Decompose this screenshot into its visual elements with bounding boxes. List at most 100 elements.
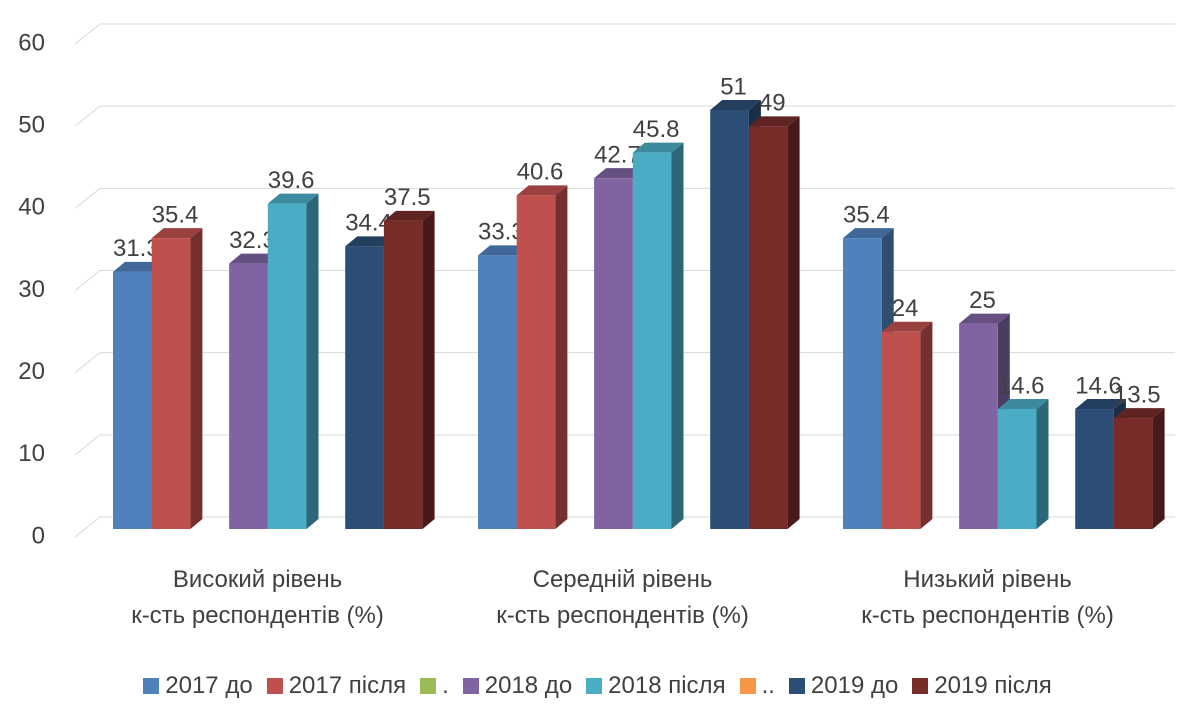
grid-line — [74, 105, 1175, 127]
grid-line — [74, 270, 1175, 291]
bar-side — [422, 210, 435, 529]
bar — [959, 323, 998, 529]
bar-side — [1036, 399, 1049, 529]
data-label: 51 — [720, 73, 747, 100]
bar-top — [229, 253, 280, 264]
legend-swatch — [462, 678, 479, 694]
data-label: 39.6 — [268, 167, 315, 194]
bar-top — [594, 168, 645, 179]
legend-item: . — [420, 672, 449, 700]
bar — [229, 263, 268, 529]
legend-item: 2018 після — [586, 672, 726, 700]
legend-label: 2017 після — [288, 672, 407, 699]
bar-top — [151, 228, 203, 239]
bar — [632, 152, 672, 529]
bar-side — [555, 185, 568, 530]
y-tick-label: 60 — [18, 29, 45, 56]
legend-item: 2019 до — [788, 672, 899, 700]
y-tick-label: 50 — [18, 112, 45, 139]
legend-swatch — [788, 678, 805, 694]
data-label: 24 — [892, 295, 919, 322]
bar — [267, 203, 307, 529]
legend-swatch — [266, 678, 283, 694]
legend-swatch — [739, 678, 756, 694]
legend-swatch — [420, 678, 437, 694]
bar-top — [1075, 399, 1126, 410]
bar — [881, 331, 921, 529]
legend-label: 2017 до — [165, 672, 253, 699]
legend-label: 2018 після — [608, 672, 726, 699]
legend: 2017 до 2017 після. 2018 до 2018 після.. 201… — [0, 672, 1195, 700]
data-label: 14.6 — [998, 372, 1045, 399]
legend-item: 2018 до — [462, 672, 573, 700]
bar-side — [190, 228, 203, 529]
bar — [478, 255, 517, 529]
legend-item: 2019 після — [912, 672, 1052, 700]
bar — [383, 220, 423, 529]
legend-swatch — [586, 678, 603, 694]
bar-top — [1113, 408, 1165, 419]
bar-top — [843, 228, 894, 239]
bar-top — [632, 142, 684, 153]
data-label: 37.5 — [384, 184, 431, 211]
data-label: 13.5 — [1114, 381, 1161, 408]
legend-label: 2019 до — [810, 672, 899, 699]
bar — [594, 178, 633, 530]
y-tick-label: 20 — [18, 358, 45, 385]
legend-swatch — [912, 678, 929, 694]
legend-item: 2017 після — [266, 672, 407, 700]
y-tick-label: 0 — [32, 522, 45, 549]
bar-side — [306, 193, 319, 529]
bar-top — [997, 399, 1049, 410]
bar — [516, 195, 556, 530]
bar-side — [787, 116, 800, 529]
data-label: 45.8 — [633, 116, 680, 143]
y-tick-label: 10 — [18, 440, 45, 467]
grid-line — [74, 516, 1175, 538]
bar-top — [748, 116, 800, 127]
bar-top — [478, 245, 529, 256]
legend-swatch — [143, 678, 160, 694]
grid-line — [74, 187, 1175, 209]
bar-side — [920, 321, 933, 529]
grid-line — [74, 434, 1175, 456]
legend-item: 2017 до — [143, 672, 253, 700]
bar-top — [710, 99, 761, 110]
legend-label: 2019 після — [934, 672, 1052, 699]
bar-top — [881, 321, 933, 332]
bar-side — [1152, 408, 1165, 529]
x-tick-label: Середній рівень к-сть респондентів (%) — [496, 566, 749, 629]
x-tick-label: Високий рівень к-сть респондентів (%) — [131, 566, 384, 629]
y-tick-label: 30 — [18, 276, 45, 303]
bar — [151, 238, 191, 529]
grid-line — [74, 352, 1175, 374]
legend-label: 2018 до — [484, 672, 573, 699]
y-tick-label: 40 — [18, 194, 45, 221]
bar-top — [383, 210, 435, 221]
bar-side — [671, 142, 684, 529]
bar-top — [113, 261, 164, 272]
bar-top — [959, 313, 1010, 324]
x-tick-label: Низький рівень к-сть респондентів (%) — [861, 566, 1114, 629]
bar-top — [345, 236, 396, 247]
data-label: 49 — [759, 90, 786, 117]
bar-top — [267, 193, 319, 204]
data-label: 35.4 — [152, 201, 199, 228]
bar — [748, 126, 788, 529]
bar-top — [516, 185, 568, 196]
data-label: 14.6 — [1075, 372, 1122, 399]
grid-line — [74, 23, 1175, 45]
bar — [997, 409, 1037, 529]
bar — [710, 109, 749, 529]
legend-item: .. — [739, 672, 775, 700]
data-label: 40.6 — [517, 159, 564, 186]
bar — [113, 271, 152, 529]
bar — [843, 238, 882, 529]
legend-label: . — [442, 672, 449, 699]
bar — [1113, 418, 1153, 529]
bar — [1075, 409, 1114, 529]
bar — [345, 246, 384, 529]
data-label: 25 — [969, 287, 996, 314]
